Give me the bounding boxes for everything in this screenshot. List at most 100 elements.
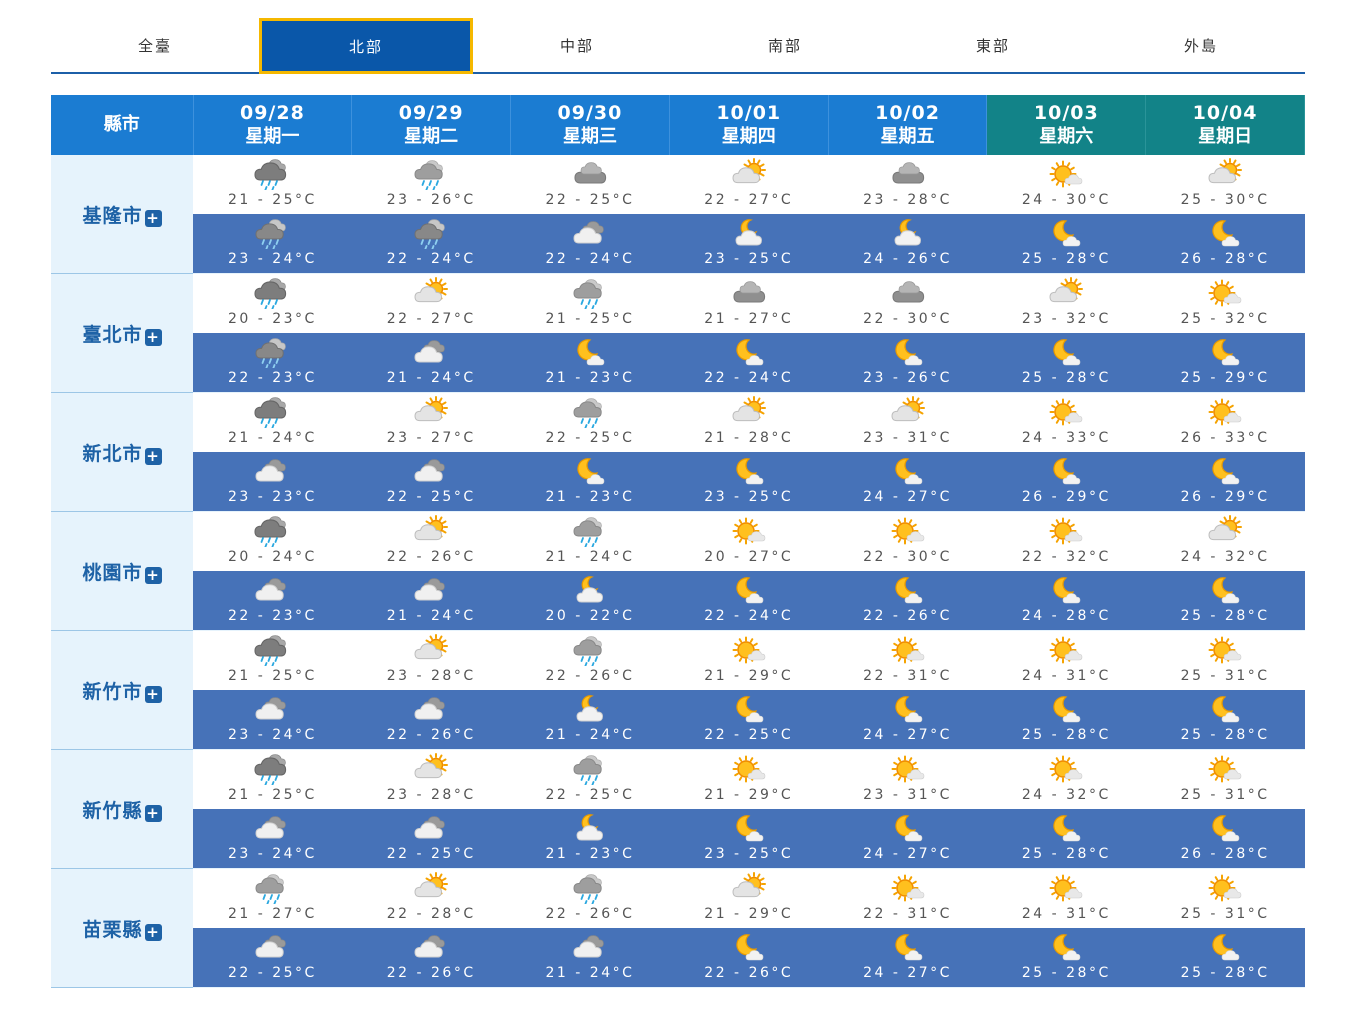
partly-sunny-icon xyxy=(1208,158,1243,184)
county-name[interactable]: 新北市 xyxy=(82,442,143,465)
sunny-icon xyxy=(1049,398,1083,426)
county-cell[interactable]: 新竹縣 + xyxy=(51,749,193,869)
forecast-cell: 21 - 29°C xyxy=(669,868,829,928)
partly-sunny-icon xyxy=(1049,277,1084,303)
forecast-cell: 23 - 28°C xyxy=(828,155,987,214)
forecast-cell: 23 - 24°C xyxy=(193,214,352,274)
moon-icon xyxy=(736,339,764,366)
temperature-range: 21 - 27°C xyxy=(704,311,794,327)
tab-5[interactable]: 外島 xyxy=(1183,36,1218,55)
temperature-range: 26 - 28°C xyxy=(1180,846,1270,862)
temperature-range: 24 - 33°C xyxy=(1021,430,1111,446)
night-cloudy-icon xyxy=(573,221,604,244)
forecast-cell: 24 - 27°C xyxy=(828,690,987,750)
forecast-cell: 23 - 25°C xyxy=(669,809,829,869)
county-cell[interactable]: 新竹市 + xyxy=(51,630,193,750)
forecast-cell: 22 - 31°C xyxy=(828,868,987,928)
temperature-range: 23 - 25°C xyxy=(704,846,794,862)
night-row: 23 - 24°C 22 - 24°C 22 - 24°C 23 - 25°C 24 -… xyxy=(51,214,1305,274)
forecast-cell: 24 - 31°C xyxy=(986,630,1146,690)
forecast-cell: 25 - 29°C xyxy=(1145,333,1305,393)
day-date: 10/01 xyxy=(716,102,782,124)
forecast-cell: 23 - 28°C xyxy=(351,749,511,809)
temperature-range: 20 - 22°C xyxy=(545,608,635,624)
expand-plus-icon[interactable]: + xyxy=(144,684,162,703)
temperature-range: 22 - 23°C xyxy=(227,370,317,386)
county-cell[interactable]: 新北市 + xyxy=(51,392,193,512)
tab-0[interactable]: 全臺 xyxy=(137,36,172,55)
forecast-cell: 24 - 27°C xyxy=(828,809,987,869)
day-date: 10/02 xyxy=(875,102,940,124)
county-name[interactable]: 苗栗縣 xyxy=(82,918,143,941)
temperature-range: 24 - 32°C xyxy=(1180,549,1270,565)
county-name[interactable]: 臺北市 xyxy=(82,323,143,346)
temperature-range: 22 - 30°C xyxy=(863,311,952,327)
expand-plus-icon[interactable]: + xyxy=(144,327,162,346)
forecast-cell: 25 - 28°C xyxy=(986,333,1146,393)
temperature-range: 25 - 28°C xyxy=(1021,370,1111,386)
expand-plus-icon[interactable]: + xyxy=(144,446,162,465)
forecast-cell: 21 - 29°C xyxy=(669,749,829,809)
tab-3[interactable]: 南部 xyxy=(767,36,802,55)
night-cloudy-icon xyxy=(414,697,445,720)
temperature-range: 21 - 29°C xyxy=(704,906,794,922)
day-header: 10/04 星期日 xyxy=(1145,95,1305,155)
forecast-cell: 22 - 32°C xyxy=(986,511,1146,571)
expand-plus-icon[interactable]: + xyxy=(144,803,162,822)
forecast-cell: 25 - 28°C xyxy=(986,690,1146,750)
county-cell[interactable]: 基隆市 + xyxy=(51,155,193,274)
moon-icon xyxy=(1053,934,1081,961)
night-row: 22 - 23°C 21 - 24°C 21 - 23°C 22 - 24°C 23 -… xyxy=(51,333,1305,393)
temperature-range: 22 - 27°C xyxy=(704,192,794,208)
forecast-cell: 22 - 26°C xyxy=(351,511,511,571)
forecast-cell: 22 - 25°C xyxy=(510,749,670,809)
expand-plus-icon[interactable]: + xyxy=(144,922,162,941)
tab-1[interactable]: 北部 xyxy=(259,18,473,74)
county-name[interactable]: 新竹市 xyxy=(82,680,143,703)
night-cloudy-icon xyxy=(255,459,287,482)
cloudy-icon xyxy=(733,281,765,303)
sunny-icon xyxy=(1049,517,1083,545)
forecast-cell: 24 - 30°C xyxy=(986,155,1146,214)
county-cell[interactable]: 臺北市 + xyxy=(51,273,193,393)
forecast-cell: 25 - 28°C xyxy=(1145,690,1305,750)
temperature-range: 21 - 24°C xyxy=(386,608,476,624)
expand-plus-icon[interactable]: + xyxy=(144,208,162,227)
temperature-range: 22 - 31°C xyxy=(863,906,952,922)
moon-icon xyxy=(894,815,922,842)
county-name[interactable]: 基隆市 xyxy=(82,204,143,227)
forecast-cell: 20 - 24°C xyxy=(193,511,352,571)
forecast-cell: 25 - 30°C xyxy=(1145,155,1305,214)
county-name[interactable]: 新竹縣 xyxy=(82,799,143,822)
temperature-range: 25 - 28°C xyxy=(1021,251,1111,267)
night-partly-cloudy-icon xyxy=(735,219,762,246)
temperature-range: 24 - 31°C xyxy=(1021,668,1111,684)
forecast-cell: 23 - 26°C xyxy=(828,333,987,393)
partly-sunny-icon xyxy=(732,872,766,898)
forecast-cell: 25 - 31°C xyxy=(1145,749,1305,809)
day-header: 09/29 星期二 xyxy=(351,95,512,155)
county-cell[interactable]: 苗栗縣 + xyxy=(51,868,193,988)
forecast-cell: 26 - 28°C xyxy=(1145,214,1305,274)
partly-sunny-icon xyxy=(414,515,449,541)
light-rain-icon xyxy=(573,636,602,666)
temperature-range: 22 - 26°C xyxy=(386,727,476,743)
temperature-range: 24 - 32°C xyxy=(1021,787,1111,803)
forecast-cell: 22 - 25°C xyxy=(193,928,352,988)
forecast-cell: 20 - 27°C xyxy=(669,511,829,571)
expand-plus-icon[interactable]: + xyxy=(144,565,162,584)
forecast-cell: 22 - 26°C xyxy=(510,868,670,928)
forecast-cell: 25 - 28°C xyxy=(986,214,1146,274)
rain-icon xyxy=(254,635,287,666)
light-rain-icon xyxy=(255,874,285,904)
forecast-cell: 25 - 28°C xyxy=(986,928,1146,988)
county-name[interactable]: 桃園市 xyxy=(82,561,143,584)
forecast-cell: 26 - 28°C xyxy=(1145,809,1305,869)
county-cell[interactable]: 桃園市 + xyxy=(51,511,193,631)
night-cloudy-icon xyxy=(414,816,445,839)
tab-4[interactable]: 東部 xyxy=(975,36,1010,55)
temperature-range: 22 - 31°C xyxy=(863,668,952,684)
temperature-range: 22 - 26°C xyxy=(545,668,635,684)
tab-2[interactable]: 中部 xyxy=(559,36,594,55)
moon-icon xyxy=(736,458,764,485)
